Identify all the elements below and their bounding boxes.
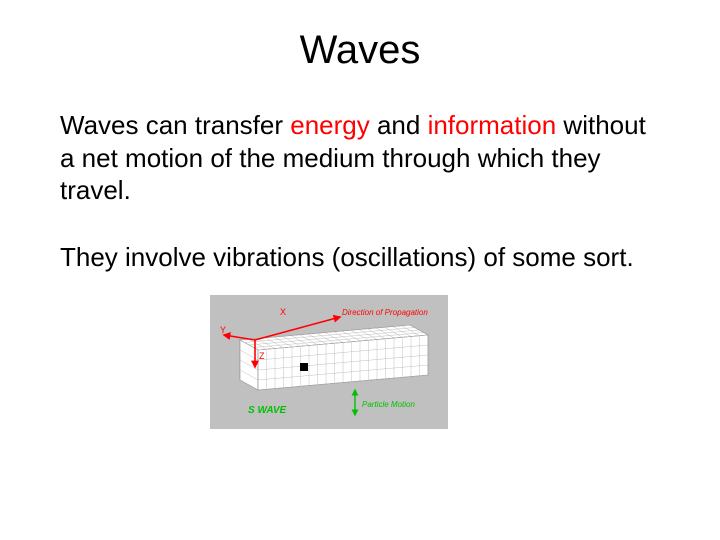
s-wave-diagram: X Y Z Direction of Propagation S WAVE Particl… xyxy=(210,295,448,429)
p1-text-2: and xyxy=(370,110,428,140)
svg-text:Z: Z xyxy=(259,351,265,361)
svg-text:Direction of Propagation: Direction of Propagation xyxy=(342,308,428,317)
slide-title: Waves xyxy=(60,28,660,73)
p1-emph-information: information xyxy=(428,110,557,140)
paragraph-2: They involve vibrations (oscillations) o… xyxy=(60,241,660,274)
svg-text:Y: Y xyxy=(220,325,226,335)
svg-text:X: X xyxy=(280,307,286,317)
svg-text:S WAVE: S WAVE xyxy=(248,405,286,416)
diagram-container: X Y Z Direction of Propagation S WAVE Particl… xyxy=(210,295,660,434)
slide: Waves Waves can transfer energy and info… xyxy=(0,0,720,540)
p1-emph-energy: energy xyxy=(290,110,370,140)
svg-text:Particle Motion: Particle Motion xyxy=(362,400,415,409)
p1-text-1: Waves can transfer xyxy=(60,110,290,140)
paragraph-1: Waves can transfer energy and informatio… xyxy=(60,109,660,207)
